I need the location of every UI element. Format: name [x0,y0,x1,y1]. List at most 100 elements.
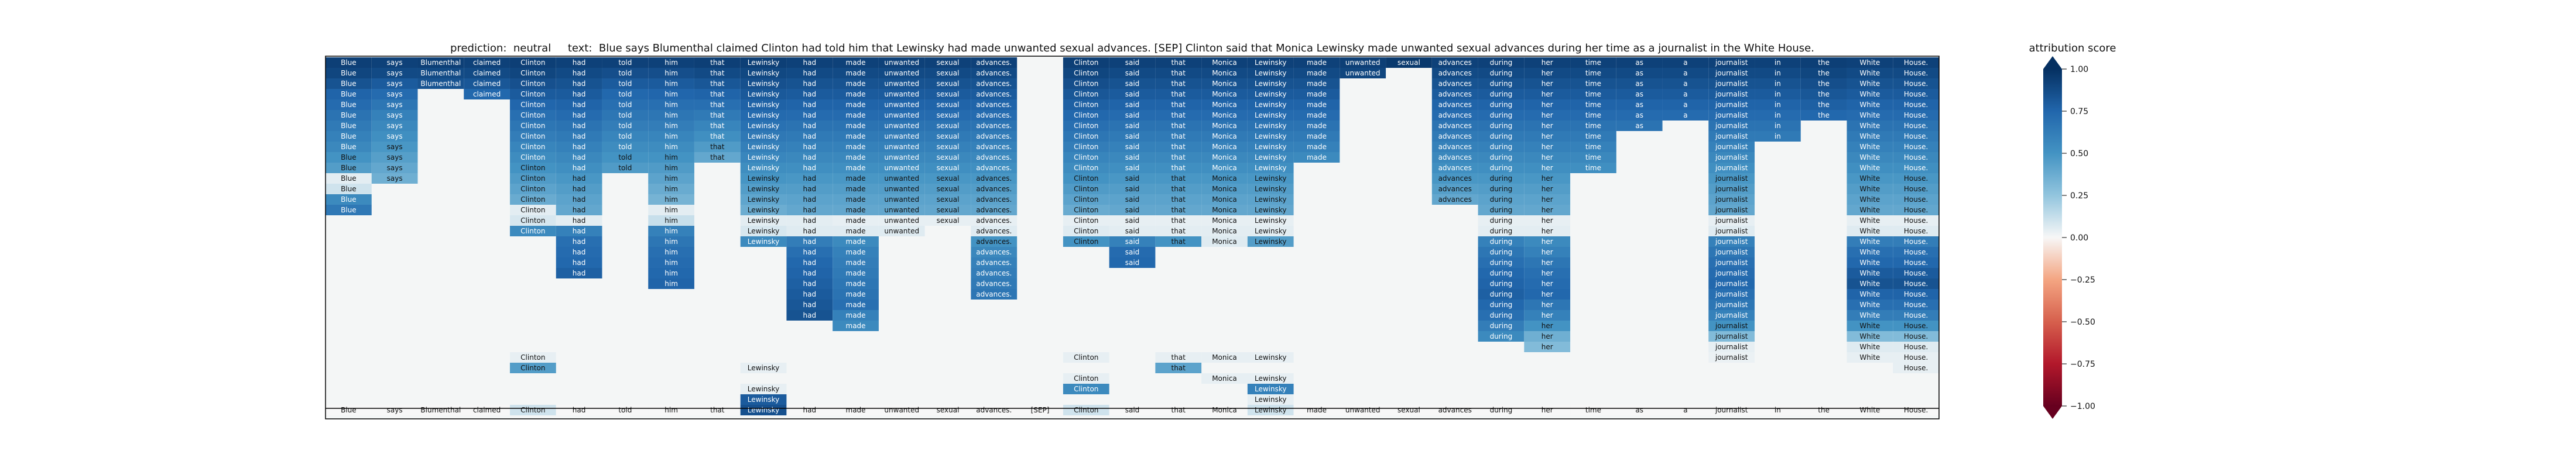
heatmap-label: advances. [976,132,1012,140]
heatmap-cell [371,89,418,99]
heatmap-label: him [664,90,678,98]
heatmap-label: made [1307,101,1327,109]
token-axis-label: Clinton [520,406,545,414]
token-axis-cell [1478,405,1525,415]
heatmap-cell [1524,57,1571,68]
heatmap-cell [1478,331,1525,342]
heatmap-cell [740,68,787,78]
heatmap-label: says [387,101,403,109]
heatmap-label: had [803,216,817,225]
token-axis-label: her [1542,406,1553,414]
token-axis-cell [924,405,971,415]
heatmap-cell [509,163,556,173]
heatmap-cell [1293,78,1340,89]
heatmap-cell [602,78,649,89]
heatmap-cell [1063,226,1109,236]
heatmap-cell [648,57,694,68]
heatmap-cell [602,68,649,78]
heatmap-label: during [1490,101,1513,109]
heatmap-cell [1109,205,1156,215]
heatmap-label: him [664,227,678,235]
heatmap-cell [971,163,1018,173]
heatmap-cell [509,57,556,68]
heatmap-label: that [710,132,725,140]
heatmap-label: in [1775,69,1781,77]
heatmap-label: told [618,80,632,88]
heatmap-cell [786,173,833,184]
heatmap-label: her [1542,332,1553,340]
heatmap-label: Lewinsky [1255,185,1287,193]
heatmap-cell [740,184,787,194]
heatmap-label: journalist [1715,90,1748,98]
heatmap-cell [1847,268,1893,278]
heatmap-cell [1524,289,1571,300]
heatmap-label: said [1125,259,1140,267]
heatmap-cell [417,68,464,78]
heatmap-label: made [846,69,866,77]
heatmap-cell [786,78,833,89]
heatmap-label: Monica [1212,195,1237,204]
heatmap-label: made [846,122,866,130]
heatmap-label: said [1125,80,1140,88]
heatmap-label: claimed [473,80,501,88]
heatmap-cell [1893,257,1939,268]
heatmap-label: House. [1904,185,1928,193]
heatmap-cell [648,68,694,78]
heatmap-label: White [1859,280,1880,288]
heatmap-label: during [1490,164,1513,172]
heatmap-label: said [1125,185,1140,193]
heatmap-cell [1109,173,1156,184]
colorbar: 1.00 0.75 0.50 0.25 0.00 −0.25 −0.50 −0.75 −1.00 [2043,56,2095,419]
heatmap-cell [417,57,464,68]
heatmap-cell [1247,142,1294,152]
heatmap-cell [1478,131,1525,142]
heatmap-cell [371,121,418,131]
heatmap-cell [1893,89,1939,99]
heatmap-cell [556,57,602,68]
heatmap-label: during [1490,80,1513,88]
heatmap-label: a [1683,90,1687,98]
heatmap-cell [740,384,787,394]
token-axis-label: made [846,406,866,414]
heatmap-cell [924,131,971,142]
heatmap-cell [1847,131,1893,142]
heatmap-cell [1800,78,1847,89]
heatmap-label: Monica [1212,374,1237,383]
heatmap-label: said [1125,111,1140,119]
heatmap-label: during [1490,269,1513,277]
heatmap-label: Lewinsky [1255,132,1287,140]
heatmap-cell [1708,226,1755,236]
heatmap-cell [1847,142,1893,152]
heatmap-cell [1708,131,1755,142]
heatmap-label: Monica [1212,101,1237,109]
heatmap-cell [786,57,833,68]
heatmap-cell [924,215,971,226]
heatmap-label: Clinton [520,227,545,235]
heatmap-cell [878,184,925,194]
heatmap-cell [740,194,787,205]
heatmap-cell [833,89,879,99]
heatmap-cell [1893,247,1939,257]
heatmap-label: in [1775,80,1781,88]
heatmap-cell [509,352,556,363]
heatmap-cell [1662,89,1709,99]
heatmap-cell [924,173,971,184]
heatmap-cell [786,247,833,257]
heatmap-cell [1616,57,1663,68]
heatmap-cell [1755,121,1801,131]
heatmap-label: says [387,143,403,151]
heatmap-label: Blue [341,174,357,183]
heatmap-label: that [710,122,725,130]
heatmap-label: made [1307,90,1327,98]
heatmap-label: had [803,153,817,161]
heatmap-cell [1063,68,1109,78]
heatmap-label: Monica [1212,80,1237,88]
heatmap-cell [1063,89,1109,99]
heatmap-label: had [803,143,817,151]
heatmap-label: journalist [1715,101,1748,109]
heatmap-cell [1847,215,1893,226]
token-axis-label: time [1585,406,1601,414]
heatmap-label: advances [1438,122,1472,130]
heatmap-cell [694,68,741,78]
heatmap-label: White [1859,80,1880,88]
